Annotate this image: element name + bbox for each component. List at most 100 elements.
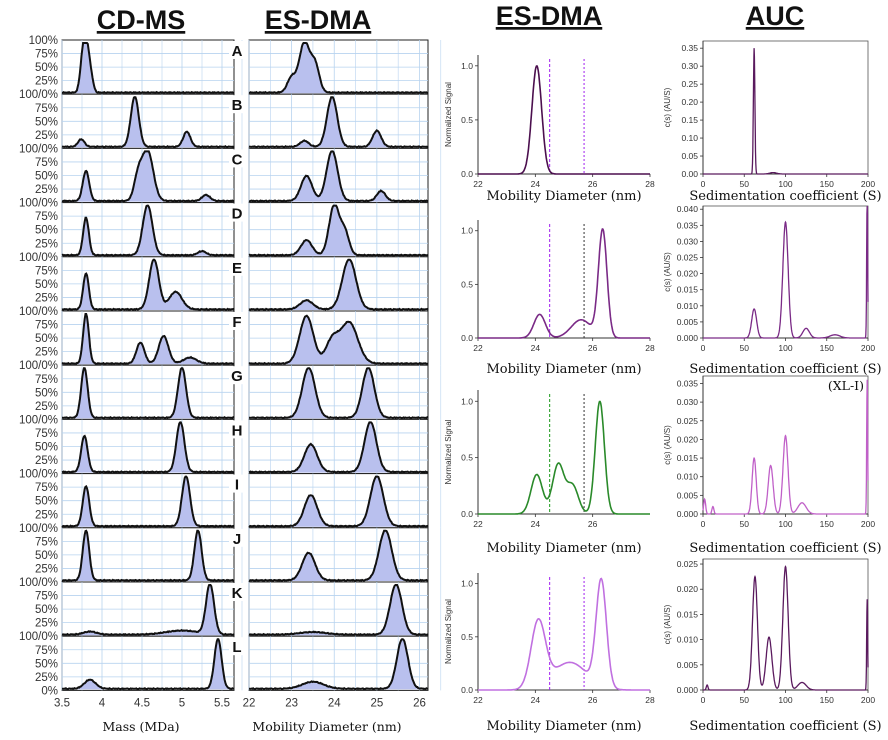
- esdma_1-x-tick: 28: [645, 179, 655, 189]
- y-tick-percent: 25%: [35, 347, 58, 359]
- cdms-trace-F: [61, 313, 235, 366]
- panel-label-bg: [229, 366, 245, 385]
- cdms-panel-B: [61, 93, 243, 149]
- esdma-trace-H: [248, 421, 428, 474]
- esdma-panel-D: [248, 202, 442, 258]
- auc_3-y-tick: 0.030: [677, 397, 699, 407]
- cdms-trace-D: [61, 204, 235, 257]
- esdma-area-A: [249, 43, 428, 94]
- y-tick-percent-shared: 100/0%: [19, 306, 58, 318]
- y-tick-percent-shared: 100/0%: [19, 577, 58, 589]
- auc_1-y-tick: 0.20: [681, 97, 698, 107]
- auc_2-x-tick: 200: [861, 343, 875, 353]
- auc_3-y-tick: 0.035: [677, 378, 699, 388]
- esdma_2-y-tick: 0.0: [461, 333, 473, 343]
- panel-label-F: F: [232, 314, 241, 331]
- y-tick-percent: 25%: [35, 401, 58, 413]
- cdms-panel-D: [61, 202, 243, 258]
- auc_1-y-tick: 0.30: [681, 61, 698, 71]
- y-tick-percent: 50%: [35, 171, 58, 183]
- esdma_1-plot: 22 24 26 28 0.0 0.5 1.0 Normalized Signal Mobili…: [444, 55, 655, 204]
- auc_1-x-tick: 50: [740, 179, 750, 189]
- y-tick-percent-shared: 100/0%: [19, 523, 58, 535]
- header-auc: AUC: [746, 1, 805, 31]
- y-tick-percent: 75%: [35, 536, 58, 548]
- auc_4-y-tick: 0.015: [677, 609, 699, 619]
- auc_2-curve: [703, 205, 869, 339]
- cdms-x-tick: 5: [179, 697, 185, 709]
- auc_4-x-label: Sedimentation coefficient (S): [689, 719, 881, 734]
- y-tick-percent: 25%: [35, 130, 58, 142]
- esdma-area-J: [249, 530, 428, 581]
- esdma_4-x-tick: 28: [645, 695, 655, 705]
- y-tick-percent: 25%: [35, 509, 58, 521]
- panel-label-bg: [229, 203, 245, 222]
- auc_2-x-tick: 0: [701, 343, 706, 353]
- cdms-panel-I: [61, 473, 243, 529]
- header-esdma-2: ES-DMA: [496, 1, 603, 31]
- cdms-trace-B: [61, 96, 235, 149]
- esdma_4-x-tick: 22: [473, 695, 483, 705]
- cdms-trace-A: [61, 42, 235, 95]
- esdma_1-x-tick: 22: [473, 179, 483, 189]
- cdms-trace-H: [61, 421, 234, 474]
- auc_2-y-tick: 0.040: [677, 204, 699, 214]
- y-tick-percent: 75%: [35, 374, 58, 386]
- y-tick-percent-shared: 100/0%: [19, 631, 58, 643]
- esdma-panel-G: [248, 364, 442, 420]
- cdms-trace-E: [61, 258, 235, 311]
- auc_4-x-tick: 50: [740, 695, 750, 705]
- esdma_4-y-tick: 0.0: [461, 685, 473, 695]
- y-tick-percent: 50%: [35, 496, 58, 508]
- auc_2-y-tick: 0.005: [677, 317, 699, 327]
- auc_2-y-tick: 0.010: [677, 301, 699, 311]
- auc_3-y-label: c(s) (AU/S): [663, 425, 672, 465]
- auc_2-x-tick: 50: [740, 343, 750, 353]
- auc_1-x-tick: 100: [778, 179, 792, 189]
- y-tick-percent-shared: 100/0%: [19, 469, 58, 481]
- esdma_4-curve: [478, 577, 650, 691]
- esdma_2-x-tick: 26: [588, 343, 598, 353]
- y-tick-percent: 75%: [35, 645, 58, 657]
- auc_1-x-tick: 0: [701, 179, 706, 189]
- esdma-trace-B: [248, 96, 429, 149]
- esdma-stack: 22 23 24 25 26: [243, 39, 442, 709]
- esdma_3-plot: 22 24 26 0.0 0.5 1.0 Normalized Signal Mobility…: [444, 390, 650, 556]
- esdma_1-y-tick: 0.0: [461, 169, 473, 179]
- panel-label-K: K: [232, 585, 243, 602]
- esdma_1-y-label: Normalized Signal: [444, 82, 453, 147]
- esdma_1-x-tick: 24: [531, 179, 541, 189]
- panel-label-bg: [229, 41, 245, 59]
- esdma_1-y-tick: 1.0: [461, 61, 473, 71]
- esdma_4-y-label: Normalized Signal: [444, 599, 453, 664]
- y-tick-percent-shared: 100/0%: [19, 143, 58, 155]
- cdms-panel-C: [61, 147, 243, 204]
- esdma-trace-F: [248, 314, 429, 366]
- auc_3-x-tick: 150: [820, 519, 834, 529]
- auc_2-y-tick: 0.000: [677, 333, 699, 343]
- panel-label-bg: [229, 95, 245, 114]
- panel-label-L: L: [232, 639, 241, 656]
- auc_1-y-tick: 0.25: [681, 79, 698, 89]
- y-tick-percent: 50%: [35, 658, 58, 670]
- esdma_2-x-tick: 22: [473, 343, 483, 353]
- cdms-trace-C: [61, 150, 235, 203]
- auc_4-plot: 0 50 100 150 200 0.000 0.005 0.010 0.015 0.020 0.0…: [663, 558, 882, 734]
- cdms-area-H: [62, 422, 234, 473]
- auc_3-y-tick: 0.010: [677, 472, 699, 482]
- y-tick-percent: 50%: [35, 387, 58, 399]
- auc_4-y-tick: 0.010: [677, 635, 699, 645]
- cdms-trace-G: [62, 367, 235, 420]
- y-tick-percent-shared: 100/0%: [19, 252, 58, 264]
- y-tick-percent: 25%: [35, 238, 58, 250]
- auc_2-x-label: Sedimentation coefficient (S): [689, 362, 881, 377]
- cdms-trace-I: [61, 475, 235, 528]
- cdms-x-tick: 4.5: [134, 697, 150, 709]
- esdma-x-tick: 25: [370, 697, 383, 709]
- auc_4-frame: [702, 558, 869, 691]
- esdma_1-x-label: Mobility Diameter (nm): [486, 189, 641, 204]
- esdma-panel-F: [248, 310, 442, 366]
- esdma-panel-C: [248, 147, 442, 204]
- y-tick-percent: 50%: [35, 333, 58, 345]
- auc_4-x-tick: 0: [701, 695, 706, 705]
